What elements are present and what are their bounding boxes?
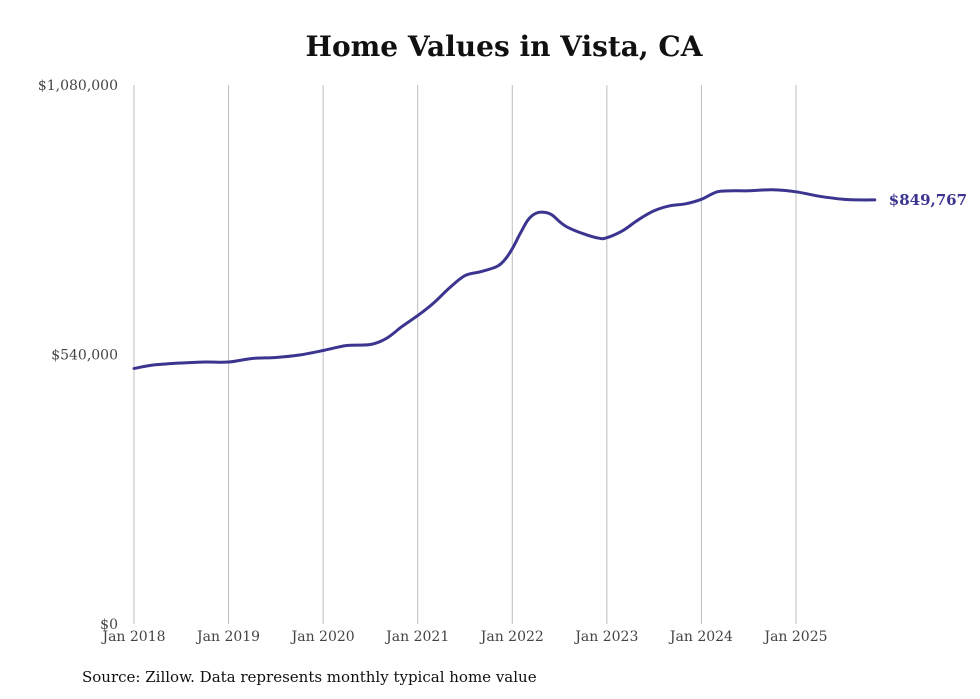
- end-value-label: $849,767: [889, 191, 967, 209]
- x-tick-label: Jan 2025: [762, 629, 827, 645]
- y-tick-label: $540,000: [51, 348, 118, 364]
- x-tick-label: Jan 2019: [195, 629, 260, 645]
- source-note: Source: Zillow. Data represents monthly …: [82, 668, 537, 686]
- x-tick-label: Jan 2022: [479, 629, 544, 645]
- x-tick-label: Jan 2021: [384, 629, 449, 645]
- x-tick-label: Jan 2018: [100, 629, 165, 645]
- series-layer: [132, 188, 877, 370]
- x-tick-label: Jan 2024: [668, 629, 733, 645]
- y-axis-labels: $0 $540,000 $1,080,000: [38, 78, 118, 633]
- y-tick-label: $0: [100, 617, 118, 633]
- y-tick-label: $1,080,000: [38, 78, 118, 94]
- annotations: $849,767: [889, 191, 967, 209]
- grid-lines: [133, 85, 797, 624]
- series-line-0: [132, 188, 877, 370]
- chart-title: Home Values in Vista, CA: [305, 30, 703, 63]
- x-tick-label: Jan 2023: [573, 629, 638, 645]
- x-axis-labels: Jan 2018 Jan 2019 Jan 2020 Jan 2021 Jan 2022…: [100, 629, 827, 645]
- x-tick-label: Jan 2020: [290, 629, 355, 645]
